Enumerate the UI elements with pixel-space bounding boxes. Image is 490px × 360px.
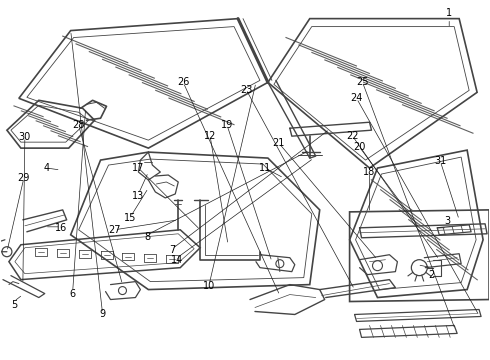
Text: 17: 17 (132, 163, 145, 173)
Text: 10: 10 (203, 280, 215, 291)
Text: 16: 16 (54, 223, 67, 233)
Text: 26: 26 (177, 77, 190, 87)
Text: 21: 21 (272, 138, 285, 148)
Text: 22: 22 (346, 131, 359, 141)
Text: 18: 18 (364, 167, 376, 177)
Text: 19: 19 (221, 120, 233, 130)
Text: 31: 31 (434, 156, 446, 166)
Text: 30: 30 (19, 132, 31, 142)
Text: 15: 15 (124, 213, 137, 223)
Text: 13: 13 (132, 191, 145, 201)
Text: 14: 14 (171, 255, 183, 265)
Text: 24: 24 (350, 93, 363, 103)
Text: 9: 9 (99, 310, 106, 319)
Text: 27: 27 (108, 225, 121, 235)
Text: 6: 6 (70, 289, 76, 298)
Text: 23: 23 (240, 85, 252, 95)
Text: 8: 8 (145, 232, 150, 242)
Text: 5: 5 (11, 300, 17, 310)
Text: 7: 7 (169, 245, 175, 255)
Text: 20: 20 (353, 142, 366, 152)
Text: 3: 3 (444, 216, 450, 226)
Text: 4: 4 (44, 163, 50, 173)
Text: 25: 25 (356, 77, 369, 87)
Text: 11: 11 (259, 163, 271, 173)
Text: 29: 29 (18, 173, 30, 183)
Text: 12: 12 (204, 131, 216, 141)
Text: 2: 2 (428, 270, 435, 280)
Text: 28: 28 (73, 120, 85, 130)
Text: 1: 1 (446, 8, 452, 18)
